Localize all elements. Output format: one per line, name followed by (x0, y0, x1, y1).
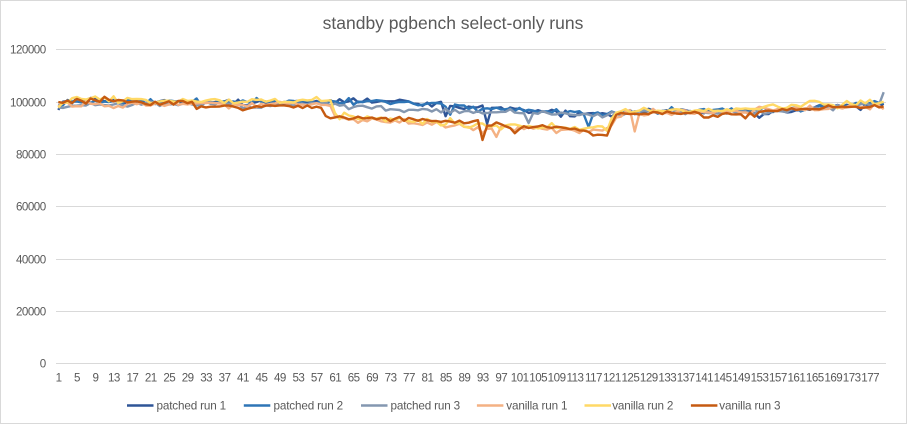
svg-text:37: 37 (219, 372, 231, 385)
svg-text:93: 93 (477, 372, 489, 385)
svg-text:77: 77 (403, 372, 415, 385)
svg-text:17: 17 (126, 372, 138, 385)
svg-text:patched run 1: patched run 1 (157, 399, 227, 412)
svg-text:5: 5 (74, 372, 80, 385)
svg-text:161: 161 (787, 372, 805, 385)
svg-text:109: 109 (548, 372, 566, 385)
svg-text:89: 89 (458, 372, 470, 385)
svg-text:33: 33 (200, 372, 212, 385)
svg-text:81: 81 (422, 372, 434, 385)
svg-text:49: 49 (274, 372, 286, 385)
svg-text:20000: 20000 (16, 306, 46, 319)
svg-text:100000: 100000 (10, 97, 46, 110)
svg-text:25: 25 (163, 372, 175, 385)
svg-text:vanilla run 1: vanilla run 1 (506, 399, 567, 412)
svg-text:173: 173 (843, 372, 861, 385)
svg-text:patched run 3: patched run 3 (391, 399, 461, 412)
svg-text:69: 69 (366, 372, 378, 385)
svg-text:41: 41 (237, 372, 249, 385)
svg-text:65: 65 (348, 372, 360, 385)
svg-text:standby pgbench select-only ru: standby pgbench select-only runs (323, 13, 584, 33)
svg-text:9: 9 (93, 372, 99, 385)
svg-text:133: 133 (658, 372, 676, 385)
svg-text:113: 113 (567, 372, 584, 385)
svg-text:patched run 2: patched run 2 (274, 399, 344, 412)
svg-text:137: 137 (677, 372, 695, 385)
svg-text:60000: 60000 (16, 201, 46, 214)
svg-text:53: 53 (292, 372, 304, 385)
svg-text:149: 149 (732, 372, 750, 385)
svg-text:vanilla run 3: vanilla run 3 (719, 399, 780, 412)
svg-text:vanilla run 2: vanilla run 2 (612, 399, 673, 412)
svg-text:45: 45 (256, 372, 268, 385)
svg-text:117: 117 (585, 372, 602, 385)
svg-text:169: 169 (824, 372, 842, 385)
svg-text:97: 97 (495, 372, 507, 385)
svg-text:157: 157 (769, 372, 787, 385)
svg-text:13: 13 (108, 372, 120, 385)
svg-text:141: 141 (695, 372, 713, 385)
svg-text:0: 0 (40, 358, 46, 371)
svg-text:73: 73 (385, 372, 397, 385)
svg-text:61: 61 (329, 372, 341, 385)
svg-text:125: 125 (621, 372, 639, 385)
svg-text:40000: 40000 (16, 254, 46, 267)
svg-text:165: 165 (806, 372, 824, 385)
svg-text:1: 1 (56, 372, 62, 385)
svg-text:101: 101 (511, 372, 529, 385)
svg-text:121: 121 (603, 372, 621, 385)
svg-text:57: 57 (311, 372, 323, 385)
svg-text:153: 153 (751, 372, 769, 385)
svg-text:29: 29 (182, 372, 194, 385)
svg-text:85: 85 (440, 372, 452, 385)
svg-text:177: 177 (861, 372, 879, 385)
svg-text:80000: 80000 (16, 149, 46, 162)
svg-text:145: 145 (714, 372, 732, 385)
svg-text:120000: 120000 (10, 44, 46, 57)
svg-text:105: 105 (529, 372, 547, 385)
svg-text:21: 21 (145, 372, 157, 385)
svg-text:129: 129 (640, 372, 658, 385)
